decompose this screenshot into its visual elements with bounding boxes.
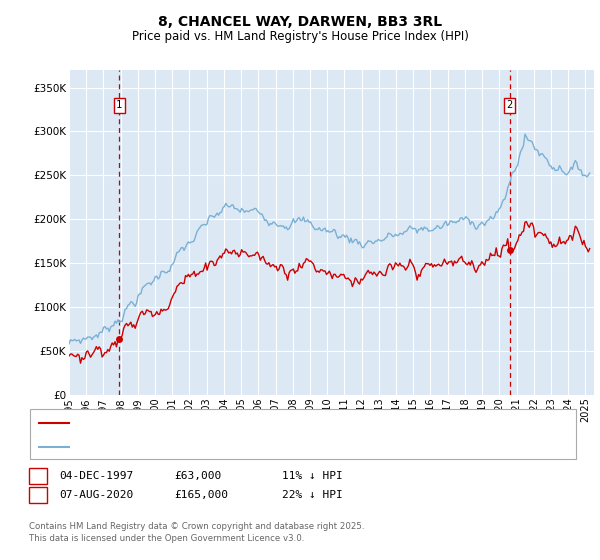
Text: £63,000: £63,000 xyxy=(174,471,221,481)
Text: Price paid vs. HM Land Registry's House Price Index (HPI): Price paid vs. HM Land Registry's House … xyxy=(131,30,469,43)
Text: 8, CHANCEL WAY, DARWEN, BB3 3RL: 8, CHANCEL WAY, DARWEN, BB3 3RL xyxy=(158,15,442,29)
Text: HPI: Average price, detached house, Blackburn with Darwen: HPI: Average price, detached house, Blac… xyxy=(75,442,389,451)
Text: 04-DEC-1997: 04-DEC-1997 xyxy=(59,471,133,481)
Text: 2: 2 xyxy=(34,490,41,500)
Text: 22% ↓ HPI: 22% ↓ HPI xyxy=(282,490,343,500)
Text: 11% ↓ HPI: 11% ↓ HPI xyxy=(282,471,343,481)
Text: 1: 1 xyxy=(116,100,122,110)
Text: Contains HM Land Registry data © Crown copyright and database right 2025.
This d: Contains HM Land Registry data © Crown c… xyxy=(29,522,364,543)
Text: 07-AUG-2020: 07-AUG-2020 xyxy=(59,490,133,500)
Text: 2: 2 xyxy=(506,100,513,110)
Text: 8, CHANCEL WAY, DARWEN, BB3 3RL (detached house): 8, CHANCEL WAY, DARWEN, BB3 3RL (detache… xyxy=(75,418,361,428)
Text: 1: 1 xyxy=(34,471,41,481)
Text: £165,000: £165,000 xyxy=(174,490,228,500)
